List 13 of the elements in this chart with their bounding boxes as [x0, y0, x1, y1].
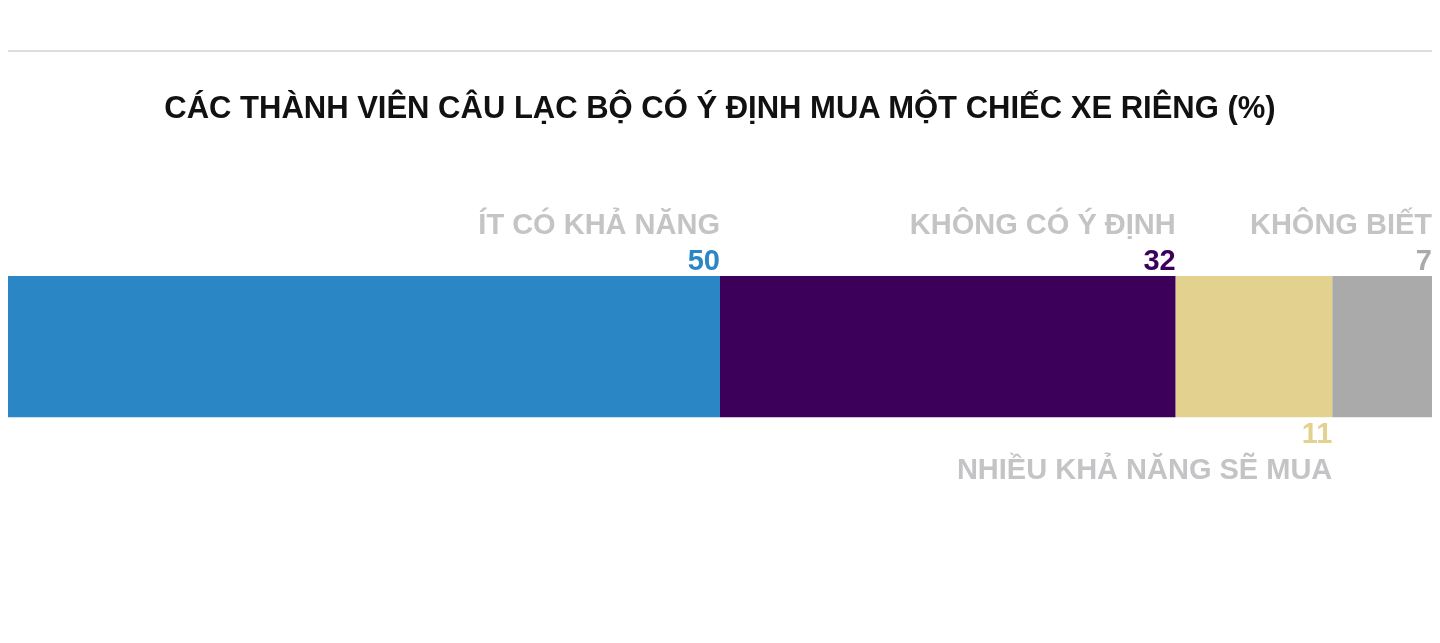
data-label: 11 — [1301, 417, 1333, 450]
bar — [1332, 276, 1432, 418]
bar — [720, 276, 1176, 418]
chart-title: CÁC THÀNH VIÊN CÂU LẠC BỘ CÓ Ý ĐỊNH MUA MỘT CHIẾC XE RIÊNG (%) — [163, 90, 1277, 126]
series-label: ÍT CÓ KHẢ NĂNG — [478, 207, 720, 240]
series-label: NHIỀU KHẢ NĂNG SẼ MUA — [956, 452, 1333, 486]
bar — [1175, 276, 1333, 418]
series-label: KHÔNG CÓ Ý ĐỊNH — [909, 207, 1176, 240]
series-label: KHÔNG BIẾT — [1249, 207, 1433, 240]
data-label: 50 — [687, 244, 720, 276]
data-label: 7 — [1415, 244, 1432, 276]
bar — [8, 276, 720, 418]
data-label: 32 — [1143, 244, 1176, 276]
